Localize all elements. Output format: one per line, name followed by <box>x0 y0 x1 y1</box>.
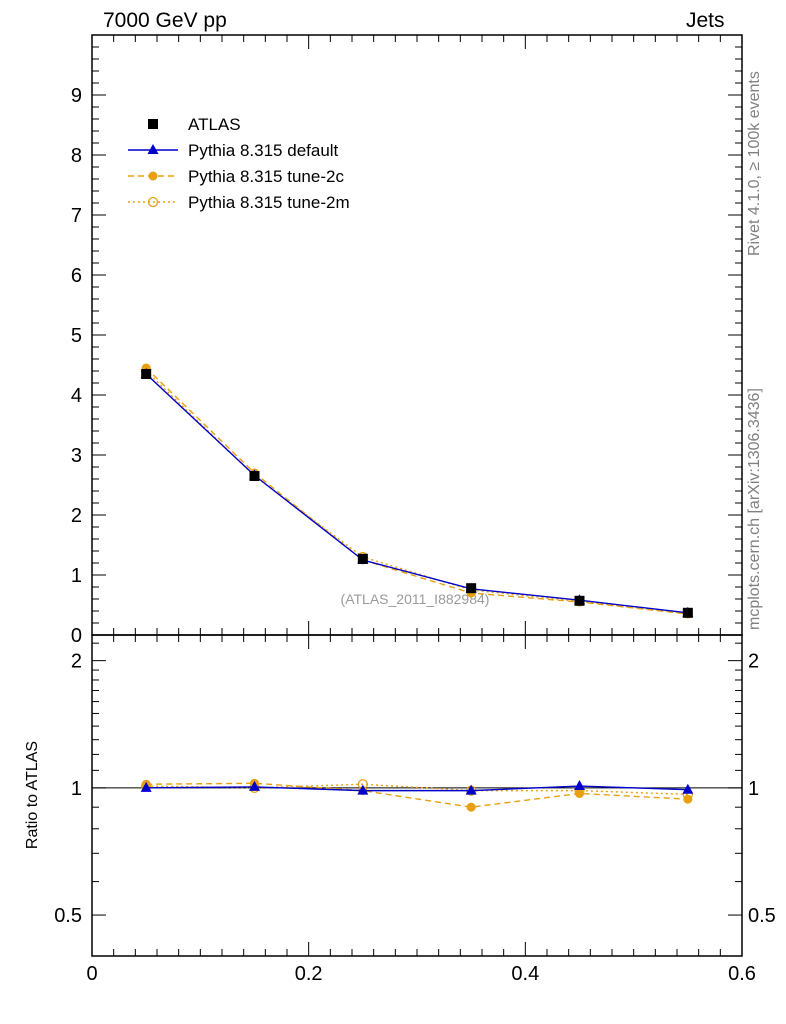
rivet-label: Rivet 4.1.0, ≥ 100k events <box>746 71 763 256</box>
x-tick-label: 0.2 <box>295 963 323 985</box>
main-y-tick-label: 6 <box>71 265 82 287</box>
main-y-tick-label: 5 <box>71 325 82 347</box>
ratio-point-pythia-8-315-default <box>140 781 152 792</box>
ratio-line-pythia-8-315-tune-2m <box>146 783 688 796</box>
ratio-line-pythia-8-315-tune-2c <box>146 782 688 808</box>
ratio-y-tick-label: 2 <box>71 651 82 673</box>
ratio-point-pythia-8-315-default <box>465 784 477 795</box>
main-point-atlas <box>249 471 260 481</box>
ratio-y-tick-label-right: 0.5 <box>748 905 776 927</box>
ratio-point-pythia-8-315-default <box>357 784 369 795</box>
x-tick-label: 0.6 <box>728 963 756 985</box>
ratio-point-pythia-8-315-tune-2c <box>466 802 476 812</box>
legend-label-pythia-8-315-tune-2c: Pythia 8.315 tune-2c <box>188 167 344 186</box>
main-y-tick-label: 7 <box>71 205 82 227</box>
header-left: 7000 GeV pp <box>103 9 227 32</box>
main-point-atlas <box>682 607 693 618</box>
main-line-pythia-8-315-tune-2c <box>145 367 688 615</box>
ratio-point-pythia-8-315-default <box>249 780 260 791</box>
ratio-y-axis-label: Ratio to ATLAS <box>24 741 41 849</box>
ratio-point-pythia-8-315-tune-2c <box>683 794 693 804</box>
x-tick-label: 0.4 <box>511 963 539 985</box>
legend-marker-pythia-8-315-tune-2c <box>148 171 158 181</box>
main-y-tick-label: 2 <box>71 505 82 527</box>
ratio-y-tick-label: 1 <box>71 778 82 800</box>
main-line-pythia-8-315-default <box>145 373 688 614</box>
main-line-pythia-8-315-tune-2m <box>145 370 688 615</box>
main-point-atlas <box>141 369 152 379</box>
ratio-y-tick-label-right: 2 <box>748 651 759 673</box>
mcplots-label: mcplots.cern.ch [arXiv:1306.3436] <box>746 388 763 630</box>
legend-label-atlas: ATLAS <box>188 115 241 134</box>
ratio-y-tick-label: 0.5 <box>54 905 82 927</box>
legend-marker-pythia-8-315-tune-2m <box>147 196 159 208</box>
ratio-plot-frame <box>91 634 743 957</box>
legend-label-pythia-8-315-default: Pythia 8.315 default <box>188 141 339 160</box>
main-y-tick-label: 1 <box>71 565 82 587</box>
legend-marker-atlas <box>148 119 158 129</box>
ratio-y-tick-label-right: 1 <box>748 778 759 800</box>
main-y-tick-label: 0 <box>71 625 82 647</box>
ratio-point-pythia-8-315-tune-2c <box>575 788 584 798</box>
main-y-tick-label: 8 <box>71 145 82 167</box>
header-right: Jets <box>686 9 725 32</box>
ratio-point-pythia-8-315-default <box>682 783 694 794</box>
main-y-tick-label: 3 <box>71 445 82 467</box>
legend-marker-pythia-8-315-default <box>147 144 159 154</box>
main-point-atlas <box>466 583 477 594</box>
ratio-point-pythia-8-315-default <box>574 780 585 791</box>
x-tick-label: 0 <box>86 963 97 985</box>
main-point-atlas <box>357 553 368 564</box>
analysis-watermark: (ATLAS_2011_I882984) <box>341 591 490 607</box>
main-y-tick-label: 9 <box>71 85 82 107</box>
main-y-tick-label: 4 <box>71 385 82 407</box>
ratio-line-pythia-8-315-default <box>146 785 688 792</box>
main-point-atlas <box>574 595 585 606</box>
legend-label-pythia-8-315-tune-2m: Pythia 8.315 tune-2m <box>188 193 350 212</box>
